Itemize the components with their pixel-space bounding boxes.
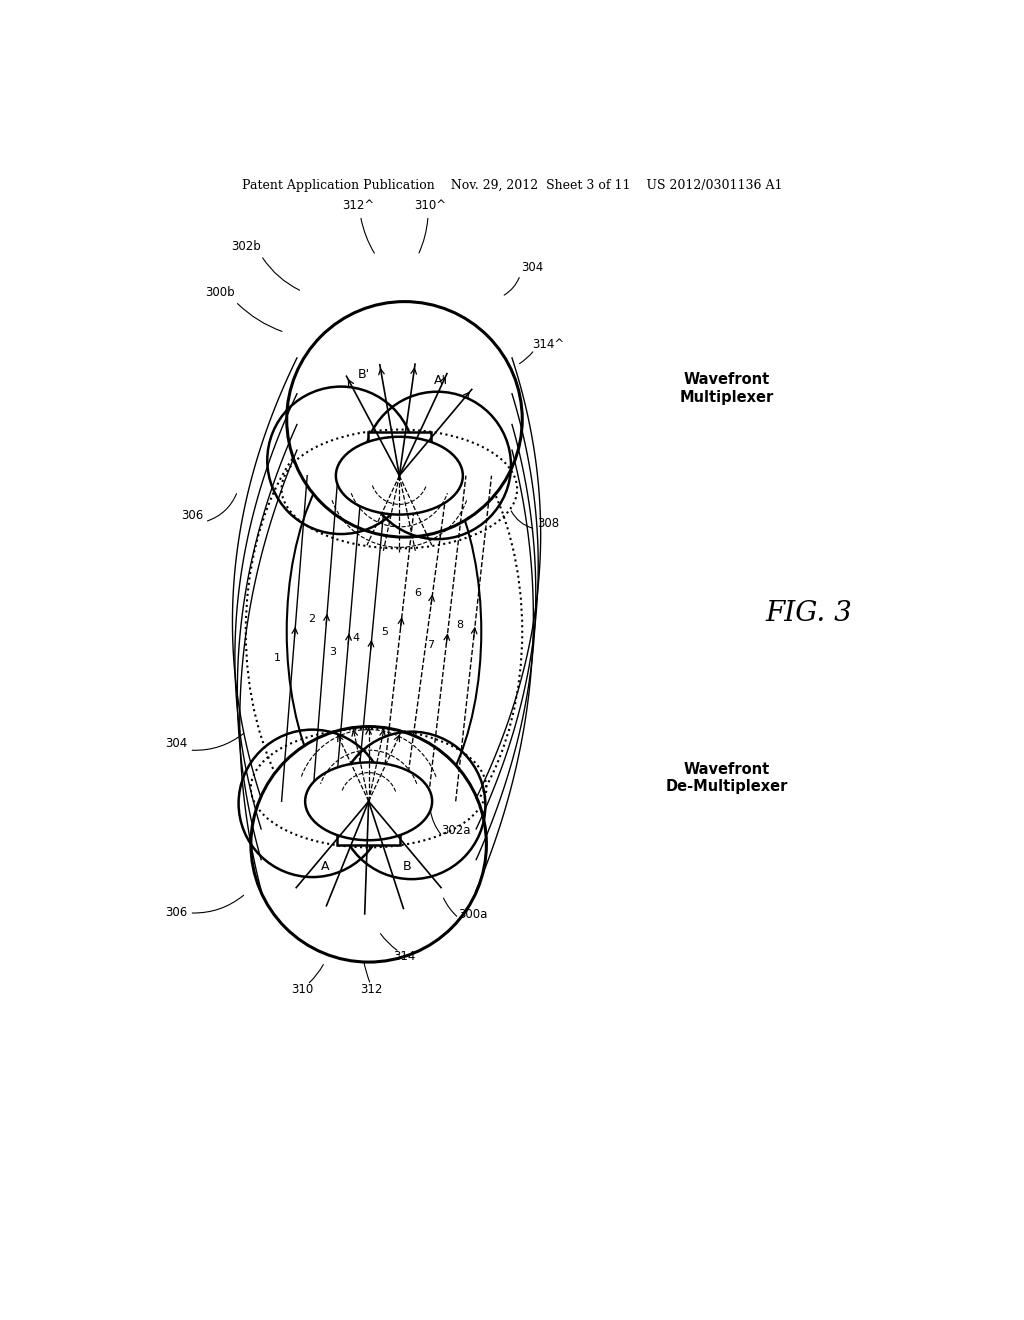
Ellipse shape (287, 301, 522, 537)
Text: 314^: 314^ (531, 338, 564, 351)
Text: B': B' (357, 368, 370, 381)
Text: Wavefront
De-Multiplexer: Wavefront De-Multiplexer (666, 762, 788, 793)
Text: 304: 304 (521, 261, 544, 273)
Text: 7: 7 (427, 640, 434, 649)
Bar (337, 788, 400, 845)
Text: B: B (403, 859, 412, 873)
Text: 2: 2 (308, 614, 314, 624)
Text: 8: 8 (456, 620, 463, 631)
Text: 4: 4 (353, 634, 359, 643)
Text: 302a: 302a (441, 824, 470, 837)
Text: 306: 306 (165, 906, 187, 919)
Ellipse shape (251, 726, 486, 962)
Text: 310^: 310^ (414, 199, 446, 213)
Text: 3: 3 (329, 647, 336, 656)
Text: 300a: 300a (459, 908, 487, 921)
Ellipse shape (336, 437, 463, 515)
Text: 5: 5 (381, 627, 388, 638)
Text: 310: 310 (291, 983, 313, 995)
Text: Wavefront
Multiplexer: Wavefront Multiplexer (680, 372, 774, 405)
Text: 308: 308 (537, 517, 559, 529)
Text: Patent Application Publication    Nov. 29, 2012  Sheet 3 of 11    US 2012/030113: Patent Application Publication Nov. 29, … (242, 180, 782, 193)
Text: 304: 304 (165, 737, 187, 750)
Text: FIG. 3: FIG. 3 (766, 601, 852, 627)
Text: 1: 1 (274, 653, 281, 663)
Ellipse shape (305, 763, 432, 841)
Text: 306: 306 (181, 508, 204, 521)
Text: A': A' (434, 374, 446, 387)
Text: 6: 6 (414, 587, 421, 598)
Text: 300b: 300b (206, 286, 234, 300)
Text: 312: 312 (360, 983, 383, 995)
Text: 312^: 312^ (342, 199, 375, 213)
Text: 302b: 302b (230, 240, 261, 253)
Text: 314: 314 (393, 950, 416, 964)
Bar (368, 432, 431, 488)
Text: A: A (322, 859, 330, 873)
